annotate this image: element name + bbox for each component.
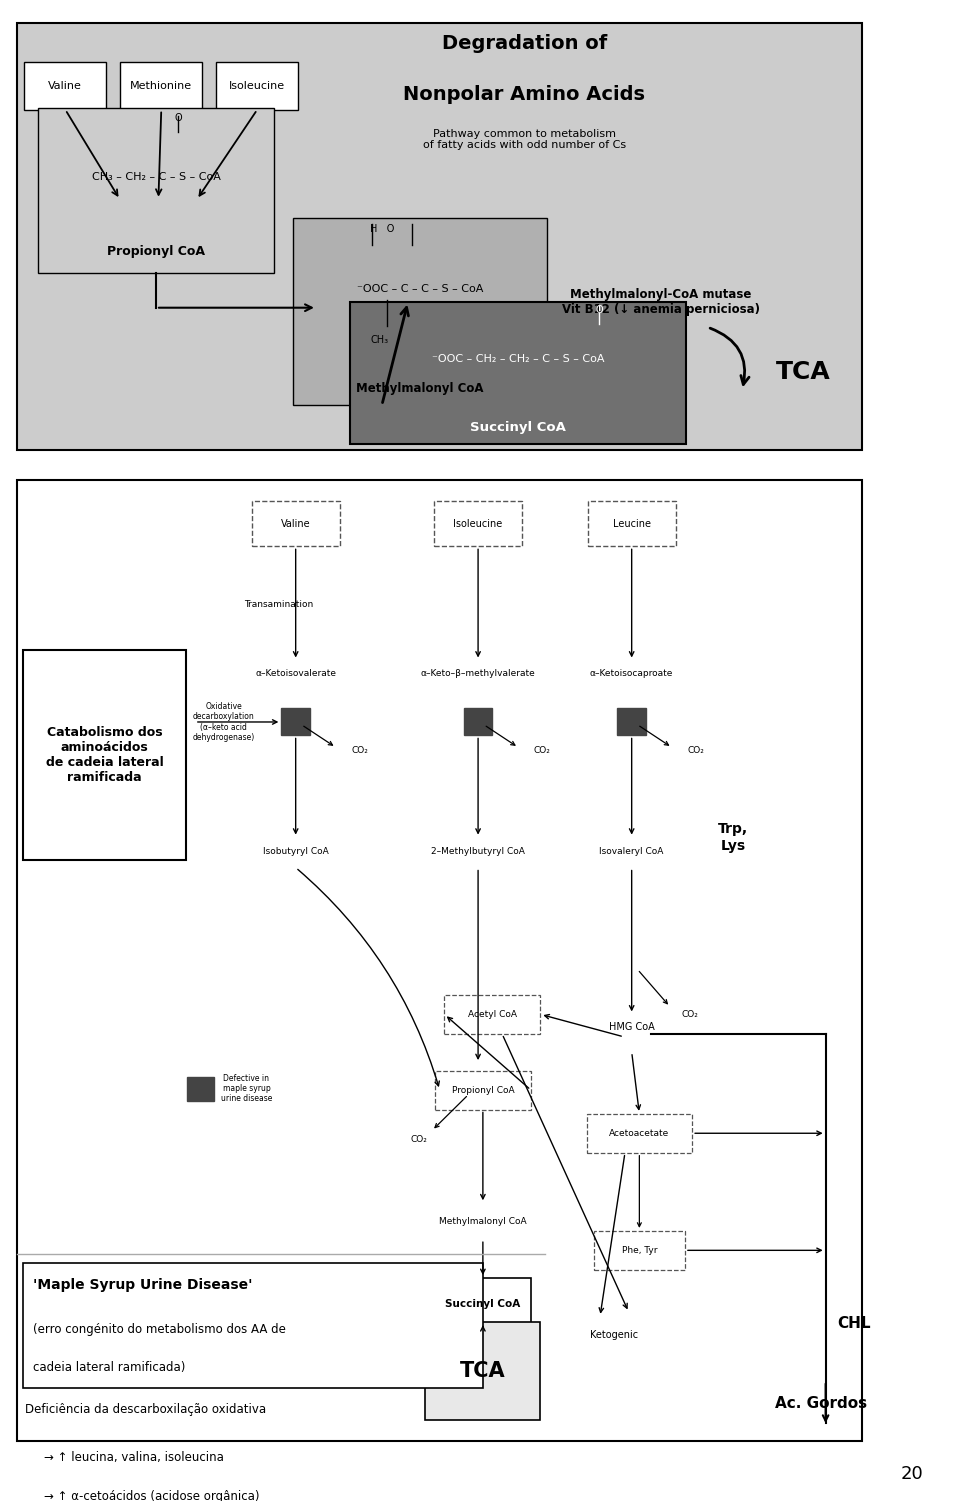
Text: HMG CoA: HMG CoA [609, 1022, 655, 1031]
Text: Propionyl CoA: Propionyl CoA [451, 1085, 515, 1094]
Text: Succinyl CoA: Succinyl CoA [470, 420, 566, 434]
Text: Leucine: Leucine [612, 519, 651, 528]
Text: Acetoacetate: Acetoacetate [610, 1129, 669, 1138]
Text: O: O [175, 113, 182, 123]
Text: Ac. Gordos: Ac. Gordos [775, 1396, 867, 1411]
Text: Isoleucine: Isoleucine [229, 81, 285, 90]
Text: Pathway common to metabolism
of fatty acids with odd number of Cs: Pathway common to metabolism of fatty ac… [422, 129, 626, 150]
Bar [350, 302, 686, 444]
Text: CO₂: CO₂ [351, 746, 369, 755]
Text: CO₂: CO₂ [687, 746, 705, 755]
Bar [444, 995, 540, 1034]
Text: Methylmalonyl CoA: Methylmalonyl CoA [356, 381, 484, 395]
Bar [187, 1076, 214, 1100]
Text: Deficiência da descarboxilação oxidativa: Deficiência da descarboxilação oxidativa [25, 1403, 266, 1415]
Text: Degradation of: Degradation of [442, 35, 607, 53]
Bar [434, 501, 522, 546]
Text: (erro congénito do metabolismo dos AA de: (erro congénito do metabolismo dos AA de [33, 1324, 285, 1336]
Text: CH₃: CH₃ [371, 335, 389, 345]
Text: → ↑ leucina, valina, isoleucina: → ↑ leucina, valina, isoleucina [44, 1451, 224, 1463]
Bar [121, 62, 203, 110]
Bar [587, 1114, 692, 1153]
Text: α–Ketoisovalerate: α–Ketoisovalerate [255, 669, 336, 678]
Text: → ↑ α-cetoácidos (acidose orgânica): → ↑ α-cetoácidos (acidose orgânica) [44, 1490, 259, 1501]
Bar [617, 708, 646, 735]
Bar [293, 218, 547, 405]
Text: α–Keto–β–methylvalerate: α–Keto–β–methylvalerate [420, 669, 536, 678]
Bar [252, 501, 340, 546]
Text: Nonpolar Amino Acids: Nonpolar Amino Acids [403, 86, 645, 104]
Text: Catabolismo dos
aminoácidos
de cadeia lateral
ramificada: Catabolismo dos aminoácidos de cadeia la… [46, 725, 163, 784]
Text: CO₂: CO₂ [410, 1135, 427, 1144]
Text: Ketogenic: Ketogenic [590, 1330, 638, 1340]
Text: Methylmalonyl-CoA mutase
Vit B12 (↓ anemia perniciosa): Methylmalonyl-CoA mutase Vit B12 (↓ anem… [562, 288, 759, 317]
Text: α–Ketoisocaproate: α–Ketoisocaproate [590, 669, 673, 678]
Text: TCA: TCA [460, 1361, 506, 1381]
Text: Transamination: Transamination [244, 600, 313, 609]
Text: Isovaleryl CoA: Isovaleryl CoA [599, 847, 664, 856]
Text: cadeia lateral ramificada): cadeia lateral ramificada) [33, 1361, 185, 1373]
Text: Valine: Valine [281, 519, 310, 528]
Text: Acetyl CoA: Acetyl CoA [468, 1010, 517, 1019]
Text: Propionyl CoA: Propionyl CoA [107, 245, 205, 258]
Text: ⁻OOC – CH₂ – CH₂ – C – S – CoA: ⁻OOC – CH₂ – CH₂ – C – S – CoA [432, 354, 605, 363]
Text: H   O: H O [370, 224, 394, 234]
Text: Valine: Valine [48, 81, 83, 90]
Bar [425, 1322, 540, 1420]
Bar [464, 708, 492, 735]
Bar [281, 708, 310, 735]
Text: O: O [595, 305, 603, 315]
Text: Methionine: Methionine [131, 81, 192, 90]
Bar [17, 23, 862, 450]
Text: 'Maple Syrup Urine Disease': 'Maple Syrup Urine Disease' [33, 1279, 252, 1292]
Text: CO₂: CO₂ [534, 746, 551, 755]
Text: Oxidative
decarboxylation
(α–keto acid
dehydrogenase): Oxidative decarboxylation (α–keto acid d… [193, 702, 254, 741]
Text: Isobutyryl CoA: Isobutyryl CoA [263, 847, 328, 856]
Text: CH₃ – CH₂ – C – S – CoA: CH₃ – CH₂ – C – S – CoA [91, 173, 221, 183]
Text: 20: 20 [900, 1465, 924, 1483]
Bar [588, 501, 676, 546]
Text: CO₂: CO₂ [682, 1010, 699, 1019]
Bar [23, 1264, 484, 1388]
Bar [25, 62, 107, 110]
Bar [217, 62, 299, 110]
Bar [435, 1277, 531, 1330]
Text: Succinyl CoA: Succinyl CoA [445, 1300, 520, 1309]
Text: Trp,
Lys: Trp, Lys [718, 823, 748, 853]
Bar [23, 650, 186, 860]
Text: TCA: TCA [776, 360, 830, 384]
Text: 2–Methylbutyryl CoA: 2–Methylbutyryl CoA [431, 847, 525, 856]
Text: Methylmalonyl CoA: Methylmalonyl CoA [439, 1217, 527, 1226]
Text: Phe, Tyr: Phe, Tyr [622, 1246, 657, 1255]
Bar [17, 480, 862, 1441]
Text: ⁻OOC – C – C – S – CoA: ⁻OOC – C – C – S – CoA [357, 284, 483, 294]
Bar [38, 108, 274, 273]
Text: CHL: CHL [837, 1316, 871, 1331]
Bar [435, 1070, 531, 1109]
Text: Defective in
maple syrup
urine disease: Defective in maple syrup urine disease [221, 1073, 273, 1103]
Text: Isoleucine: Isoleucine [453, 519, 503, 528]
Bar [593, 1231, 684, 1270]
